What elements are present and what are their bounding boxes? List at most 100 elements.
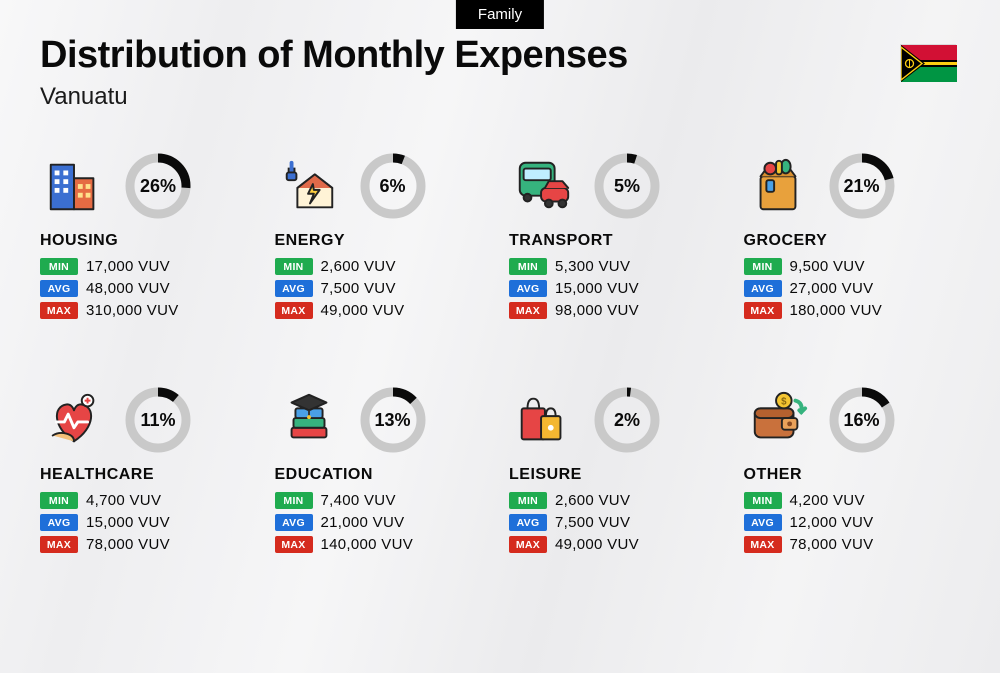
min-badge: MIN [744, 492, 782, 509]
max-badge: MAX [40, 302, 78, 319]
percent-value: 5% [591, 150, 663, 222]
expense-card-transport: 5% TRANSPORT MIN 5,300 VUV AVG 15,000 VU… [509, 150, 726, 324]
percent-ring-other: 16% [826, 384, 898, 456]
percent-ring-energy: 6% [357, 150, 429, 222]
stats-block: MIN 2,600 VUV AVG 7,500 VUV MAX 49,000 V… [509, 492, 726, 553]
avg-value: 12,000 VUV [790, 514, 874, 531]
vanuatu-flag-icon [900, 44, 956, 81]
avg-value: 15,000 VUV [86, 514, 170, 531]
min-value: 4,700 VUV [86, 492, 161, 509]
avg-badge: AVG [509, 280, 547, 297]
percent-ring-education: 13% [357, 384, 429, 456]
energy-home-icon [275, 152, 343, 220]
max-badge: MAX [40, 536, 78, 553]
stats-block: MIN 5,300 VUV AVG 15,000 VUV MAX 98,000 … [509, 258, 726, 319]
min-badge: MIN [509, 258, 547, 275]
percent-value: 16% [826, 384, 898, 456]
min-badge: MIN [509, 492, 547, 509]
max-value: 180,000 VUV [790, 302, 883, 319]
expense-card-grocery: 21% GROCERY MIN 9,500 VUV AVG 27,000 VUV… [744, 150, 961, 324]
page-title: Distribution of Monthly Expenses [40, 34, 960, 77]
percent-value: 26% [122, 150, 194, 222]
min-badge: MIN [744, 258, 782, 275]
header: Distribution of Monthly Expenses Vanuatu [40, 34, 960, 111]
avg-badge: AVG [744, 514, 782, 531]
avg-badge: AVG [40, 514, 78, 531]
avg-value: 27,000 VUV [790, 280, 874, 297]
max-badge: MAX [744, 302, 782, 319]
category-label: HEALTHCARE [40, 466, 257, 484]
stats-block: MIN 17,000 VUV AVG 48,000 VUV MAX 310,00… [40, 258, 257, 319]
max-value: 49,000 VUV [555, 536, 639, 553]
avg-badge: AVG [40, 280, 78, 297]
percent-ring-transport: 5% [591, 150, 663, 222]
min-badge: MIN [275, 258, 313, 275]
buildings-icon [40, 152, 108, 220]
stats-block: MIN 2,600 VUV AVG 7,500 VUV MAX 49,000 V… [275, 258, 492, 319]
percent-value: 6% [357, 150, 429, 222]
max-badge: MAX [744, 536, 782, 553]
min-value: 17,000 VUV [86, 258, 170, 275]
bus-car-icon [509, 152, 577, 220]
expense-grid: 26% HOUSING MIN 17,000 VUV AVG 48,000 VU… [40, 150, 960, 558]
category-label: ENERGY [275, 232, 492, 250]
percent-ring-housing: 26% [122, 150, 194, 222]
expense-card-other: $ 16% OTHER MIN 4,200 VUV AVG 12,000 VUV [744, 384, 961, 558]
percent-ring-healthcare: 11% [122, 384, 194, 456]
avg-badge: AVG [744, 280, 782, 297]
category-label: TRANSPORT [509, 232, 726, 250]
max-value: 140,000 VUV [321, 536, 414, 553]
avg-value: 21,000 VUV [321, 514, 405, 531]
category-label: GROCERY [744, 232, 961, 250]
avg-badge: AVG [275, 514, 313, 531]
expense-card-leisure: 2% LEISURE MIN 2,600 VUV AVG 7,500 VUV M… [509, 384, 726, 558]
max-badge: MAX [275, 536, 313, 553]
category-label: LEISURE [509, 466, 726, 484]
avg-value: 48,000 VUV [86, 280, 170, 297]
avg-value: 7,500 VUV [321, 280, 396, 297]
percent-ring-leisure: 2% [591, 384, 663, 456]
shopping-bags-icon [509, 386, 577, 454]
category-label: HOUSING [40, 232, 257, 250]
avg-badge: AVG [275, 280, 313, 297]
max-value: 310,000 VUV [86, 302, 179, 319]
stats-block: MIN 7,400 VUV AVG 21,000 VUV MAX 140,000… [275, 492, 492, 553]
max-badge: MAX [509, 536, 547, 553]
max-badge: MAX [509, 302, 547, 319]
max-value: 98,000 VUV [555, 302, 639, 319]
category-label: OTHER [744, 466, 961, 484]
stats-block: MIN 9,500 VUV AVG 27,000 VUV MAX 180,000… [744, 258, 961, 319]
expense-card-healthcare: 11% HEALTHCARE MIN 4,700 VUV AVG 15,000 … [40, 384, 257, 558]
expense-card-energy: 6% ENERGY MIN 2,600 VUV AVG 7,500 VUV MA… [275, 150, 492, 324]
min-value: 7,400 VUV [321, 492, 396, 509]
max-value: 78,000 VUV [86, 536, 170, 553]
min-value: 4,200 VUV [790, 492, 865, 509]
percent-value: 2% [591, 384, 663, 456]
category-label: EDUCATION [275, 466, 492, 484]
country-subtitle: Vanuatu [40, 83, 960, 111]
percent-ring-grocery: 21% [826, 150, 898, 222]
percent-value: 21% [826, 150, 898, 222]
percent-value: 13% [357, 384, 429, 456]
max-value: 49,000 VUV [321, 302, 405, 319]
avg-value: 15,000 VUV [555, 280, 639, 297]
stats-block: MIN 4,700 VUV AVG 15,000 VUV MAX 78,000 … [40, 492, 257, 553]
grocery-bag-icon [744, 152, 812, 220]
max-badge: MAX [275, 302, 313, 319]
min-badge: MIN [40, 258, 78, 275]
min-value: 2,600 VUV [555, 492, 630, 509]
wallet-icon: $ [744, 386, 812, 454]
avg-badge: AVG [509, 514, 547, 531]
percent-value: 11% [122, 384, 194, 456]
expense-card-education: 13% EDUCATION MIN 7,400 VUV AVG 21,000 V… [275, 384, 492, 558]
min-badge: MIN [275, 492, 313, 509]
svg-text:$: $ [781, 397, 787, 408]
health-heart-icon [40, 386, 108, 454]
min-value: 2,600 VUV [321, 258, 396, 275]
min-value: 5,300 VUV [555, 258, 630, 275]
expense-card-housing: 26% HOUSING MIN 17,000 VUV AVG 48,000 VU… [40, 150, 257, 324]
avg-value: 7,500 VUV [555, 514, 630, 531]
stats-block: MIN 4,200 VUV AVG 12,000 VUV MAX 78,000 … [744, 492, 961, 553]
max-value: 78,000 VUV [790, 536, 874, 553]
min-badge: MIN [40, 492, 78, 509]
